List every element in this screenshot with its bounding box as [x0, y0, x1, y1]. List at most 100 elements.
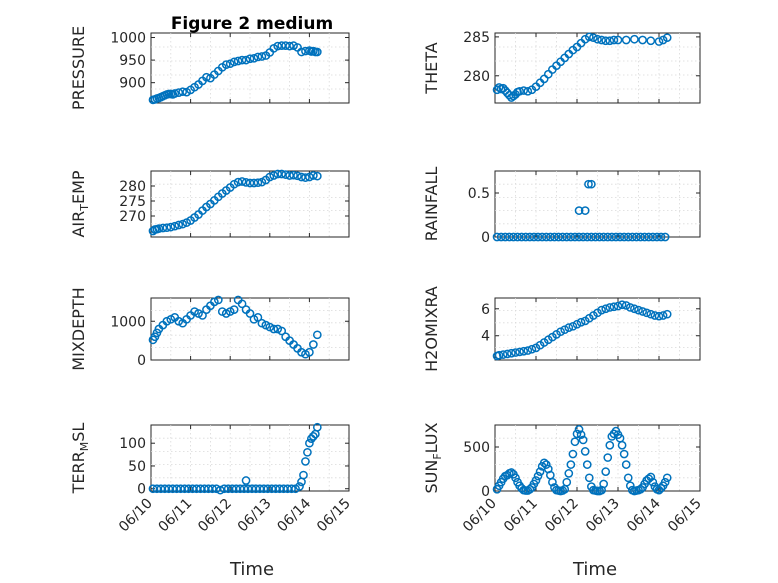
pressure-point — [241, 55, 251, 65]
airtemp-point — [265, 172, 275, 182]
mixdepth-point — [305, 347, 314, 357]
rainfall-point — [660, 232, 670, 242]
theta-point — [515, 86, 524, 96]
pressure-point — [285, 41, 294, 51]
theta-point — [613, 35, 623, 45]
terrmsl-point — [303, 447, 312, 457]
sunflux-point — [570, 437, 580, 447]
sunflux-point — [625, 481, 635, 491]
sunflux-point — [533, 471, 543, 481]
rainfall-point — [599, 232, 609, 242]
airtemp-point — [289, 170, 298, 180]
h2omixra-point — [654, 311, 664, 321]
theta-point — [597, 35, 606, 45]
rainfall-point — [632, 232, 641, 242]
axes-rainfall: 0 0.5 RAINFALL — [422, 167, 701, 246]
sunflux-point — [507, 468, 516, 477]
rainfall-point — [628, 232, 637, 242]
h2omixra-point — [630, 304, 639, 314]
sunflux-point — [660, 477, 670, 487]
rainfall-point — [550, 232, 559, 242]
terrmsl-point — [309, 432, 318, 441]
sunflux-point — [535, 467, 545, 476]
mixdepth-point — [277, 326, 287, 336]
pressure-point — [253, 52, 263, 62]
theta-point — [505, 90, 514, 100]
h2omixra-point — [662, 309, 672, 319]
h2omixra-point — [568, 321, 578, 331]
terrmsl-ytick-label: 100 — [119, 436, 146, 452]
pressure-ytick-label: 950 — [119, 53, 146, 69]
airtemp-point — [166, 222, 176, 232]
pressure-point — [249, 53, 259, 63]
rainfall-point — [521, 232, 531, 242]
h2omixra-point — [515, 347, 524, 357]
sunflux-point — [541, 460, 551, 469]
airtemp-point — [174, 220, 184, 230]
airtemp-y-axis-label: AIRTEMP — [69, 170, 91, 237]
airtemp-point — [158, 223, 168, 233]
airtemp-point — [305, 172, 314, 182]
terrmsl-point — [241, 476, 251, 485]
rainfall-point — [496, 232, 506, 242]
h2omixra-point — [560, 325, 570, 335]
sunflux-point — [621, 460, 631, 469]
x-axis-label-right: Time — [572, 559, 617, 580]
rainfall-point — [582, 232, 592, 242]
airtemp-point — [178, 219, 188, 229]
h2omixra-point — [642, 308, 652, 318]
h2omixra-point — [507, 348, 516, 358]
sunflux-point — [572, 429, 582, 439]
pressure-point — [312, 47, 322, 57]
rainfall-point — [574, 206, 584, 215]
theta-point — [638, 35, 647, 45]
h2omixra-point — [572, 319, 582, 329]
h2omixra-point — [625, 303, 635, 312]
h2omixra-point — [498, 350, 508, 359]
h2omixra-point — [523, 346, 533, 355]
sunflux-y-axis-label: SUNFLUX — [422, 422, 444, 493]
airtemp-point — [301, 173, 310, 182]
sunflux-point — [648, 477, 658, 487]
sunflux-point — [580, 447, 590, 456]
airtemp-point — [249, 178, 259, 188]
rainfall-point — [533, 232, 543, 242]
sunflux-point — [564, 469, 574, 478]
theta-point — [601, 36, 611, 46]
airtemp-point — [309, 171, 318, 180]
h2omixra-point — [613, 301, 623, 311]
sunflux-point — [636, 484, 645, 494]
pressure-point — [297, 47, 306, 57]
rainfall-point — [562, 232, 572, 242]
sunflux-point — [576, 430, 586, 440]
rainfall-point — [603, 232, 613, 242]
sunflux-point — [603, 453, 613, 462]
airtemp-ytick-label: 270 — [119, 209, 146, 225]
pressure-point — [202, 72, 211, 82]
rainfall-point — [595, 232, 604, 242]
h2omixra-point — [494, 350, 504, 360]
rainfall-point — [619, 232, 629, 242]
airtemp-point — [273, 169, 283, 179]
rainfall-point — [636, 232, 645, 242]
sunflux-point — [578, 435, 588, 445]
sunflux-point — [531, 476, 541, 485]
sunflux-point — [511, 473, 520, 483]
sunflux-point — [601, 467, 611, 476]
terrmsl-point — [215, 485, 225, 495]
axes-mixdepth: 0 1000 MIXDEPTH — [69, 287, 350, 371]
rainfall-point — [541, 232, 551, 242]
h2omixra-point — [638, 307, 647, 316]
theta-point — [609, 35, 619, 45]
h2omixra-point — [527, 344, 537, 354]
pressure-point — [237, 55, 247, 65]
airtemp-point — [162, 223, 172, 233]
pressure-point — [170, 89, 180, 98]
mixdepth-point — [237, 299, 247, 309]
airtemp-point — [253, 178, 263, 188]
rainfall-point — [546, 232, 555, 242]
